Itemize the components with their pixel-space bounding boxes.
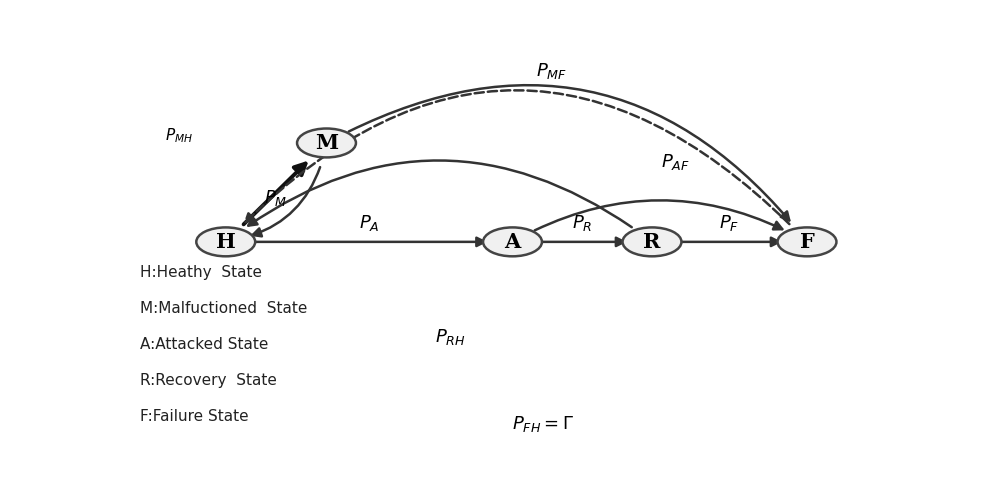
Text: F: F: [800, 232, 814, 252]
Text: R: R: [643, 232, 661, 252]
Circle shape: [483, 227, 542, 256]
FancyArrowPatch shape: [538, 238, 624, 246]
FancyArrowPatch shape: [535, 201, 782, 230]
Text: H: H: [216, 232, 236, 252]
Text: A: A: [504, 232, 521, 252]
FancyArrowPatch shape: [248, 161, 632, 227]
Text: $P_{MF}$: $P_{MF}$: [536, 61, 567, 81]
Text: M: M: [315, 133, 338, 153]
Text: $P_R$: $P_R$: [572, 213, 592, 233]
Circle shape: [778, 227, 836, 256]
Text: $P_{RH}$: $P_{RH}$: [435, 327, 466, 347]
Circle shape: [196, 227, 255, 256]
Text: $P_M$: $P_M$: [264, 188, 288, 208]
Text: H:Heathy  State: H:Heathy State: [140, 265, 262, 280]
Text: $P_A$: $P_A$: [359, 213, 379, 233]
Text: $P_{MH}$: $P_{MH}$: [165, 126, 193, 145]
Text: $P_{AF}$: $P_{AF}$: [661, 152, 690, 172]
FancyArrowPatch shape: [253, 167, 320, 236]
Text: R:Recovery  State: R:Recovery State: [140, 373, 277, 388]
FancyArrowPatch shape: [677, 238, 779, 246]
Circle shape: [623, 227, 681, 256]
Text: A:Attacked State: A:Attacked State: [140, 337, 269, 352]
Text: $P_{FH}=\Gamma$: $P_{FH}=\Gamma$: [512, 414, 575, 434]
Text: F:Failure State: F:Failure State: [140, 410, 249, 424]
FancyArrowPatch shape: [245, 90, 789, 224]
FancyArrowPatch shape: [251, 238, 485, 246]
Text: $P_F$: $P_F$: [719, 213, 740, 233]
Text: M:Malfuctioned  State: M:Malfuctioned State: [140, 301, 308, 316]
FancyArrowPatch shape: [349, 85, 789, 220]
Circle shape: [297, 128, 356, 158]
FancyArrowPatch shape: [244, 164, 306, 224]
